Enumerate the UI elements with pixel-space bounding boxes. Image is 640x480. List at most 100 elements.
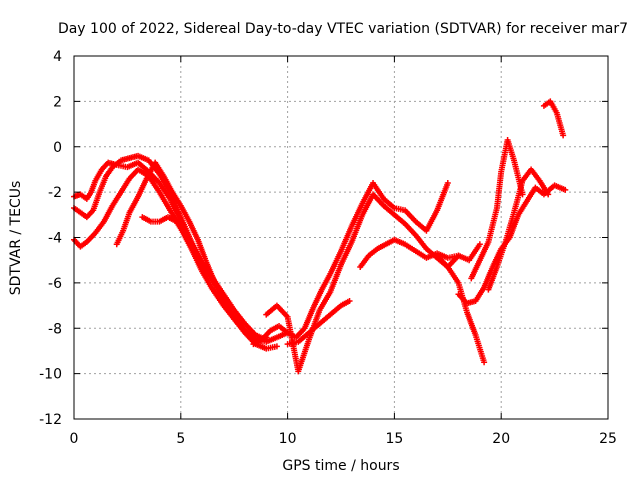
data-point	[109, 158, 123, 171]
data-point	[515, 199, 529, 218]
data-point	[402, 241, 417, 253]
data-point	[380, 202, 396, 217]
data-point	[444, 263, 461, 285]
data-point	[173, 218, 188, 237]
data-point	[117, 177, 132, 196]
data-point	[139, 214, 153, 224]
data-point	[98, 160, 110, 173]
data-point	[152, 159, 166, 178]
chart-title: Day 100 of 2022, Sidereal Day-to-day VTE…	[58, 21, 628, 37]
data-point	[258, 329, 273, 343]
data-point	[359, 193, 376, 218]
data-point	[83, 208, 95, 221]
data-point	[338, 225, 354, 255]
y-tick-label: 4	[53, 49, 62, 65]
data-point	[295, 331, 311, 345]
data-point	[273, 302, 290, 319]
data-point	[301, 306, 316, 332]
data-point	[382, 237, 396, 248]
series-track-13	[485, 166, 552, 293]
data-point	[211, 279, 226, 298]
data-point	[472, 286, 487, 305]
data-point	[199, 266, 215, 291]
data-point	[444, 180, 451, 187]
data-point	[88, 179, 98, 196]
series-track-10	[434, 252, 488, 366]
y-tick-label: -4	[48, 231, 62, 247]
data-point	[327, 263, 344, 295]
y-tick-label: 0	[53, 140, 62, 156]
data-point	[357, 254, 371, 270]
data-point	[203, 259, 218, 285]
data-point	[273, 343, 280, 350]
series-track-8	[284, 298, 353, 348]
data-point	[455, 252, 471, 263]
axis-ticks	[73, 55, 609, 420]
data-point	[412, 232, 429, 251]
y-tick-label: -6	[48, 276, 62, 292]
y-tick-label: -8	[48, 321, 62, 337]
data-point	[511, 179, 525, 216]
data-point	[231, 307, 247, 326]
data-point	[547, 98, 559, 114]
data-point	[540, 99, 552, 109]
data-point	[177, 202, 192, 223]
data-point	[156, 214, 170, 225]
data-point	[100, 204, 115, 225]
data-point	[481, 359, 488, 366]
data-point	[468, 259, 482, 282]
data-point	[83, 231, 97, 246]
data-point	[126, 195, 141, 216]
y-tick-label: -12	[39, 412, 62, 428]
data-point	[310, 288, 324, 311]
data-point	[276, 322, 289, 335]
data-point	[536, 177, 551, 196]
x-tick-label: 0	[70, 431, 79, 447]
data-point	[316, 312, 332, 327]
data-point	[96, 175, 109, 196]
data-point	[167, 195, 183, 223]
x-tick-labels: 0 5 10 15 20 25	[70, 431, 617, 447]
data-point	[190, 248, 205, 271]
data-point	[528, 166, 542, 183]
data-point	[156, 189, 173, 212]
data-point	[327, 303, 343, 318]
x-tick-label: 5	[176, 431, 185, 447]
data-point	[194, 236, 209, 264]
data-point	[182, 232, 196, 253]
data-point	[553, 109, 566, 137]
data-point	[83, 190, 94, 202]
data-point	[365, 247, 379, 259]
data-point	[135, 177, 149, 200]
y-tick-label: -2	[48, 185, 62, 201]
data-point	[481, 265, 495, 291]
x-tick-label: 10	[279, 431, 297, 447]
data-point	[77, 240, 89, 250]
data-point	[126, 167, 140, 182]
data-point	[209, 286, 226, 305]
data-point	[220, 293, 227, 300]
data-point	[250, 337, 264, 348]
data-point	[241, 327, 258, 344]
data-point	[156, 180, 172, 201]
data-point	[293, 326, 307, 341]
data-point	[434, 252, 450, 269]
data-point	[113, 229, 126, 248]
grid-lines	[74, 56, 608, 419]
series-track-9	[357, 236, 483, 270]
data-point	[519, 191, 526, 198]
x-axis-label: GPS time / hours	[282, 458, 399, 474]
data-point	[370, 191, 386, 208]
data-point	[472, 332, 487, 364]
data-point	[327, 250, 344, 277]
data-point	[402, 220, 418, 237]
data-point	[423, 209, 440, 234]
data-point	[135, 152, 150, 163]
data-point	[348, 213, 365, 246]
data-point	[305, 322, 322, 336]
series-track-6	[250, 180, 451, 348]
data-point	[502, 211, 517, 246]
data-point	[506, 213, 521, 241]
data-point	[124, 160, 140, 171]
